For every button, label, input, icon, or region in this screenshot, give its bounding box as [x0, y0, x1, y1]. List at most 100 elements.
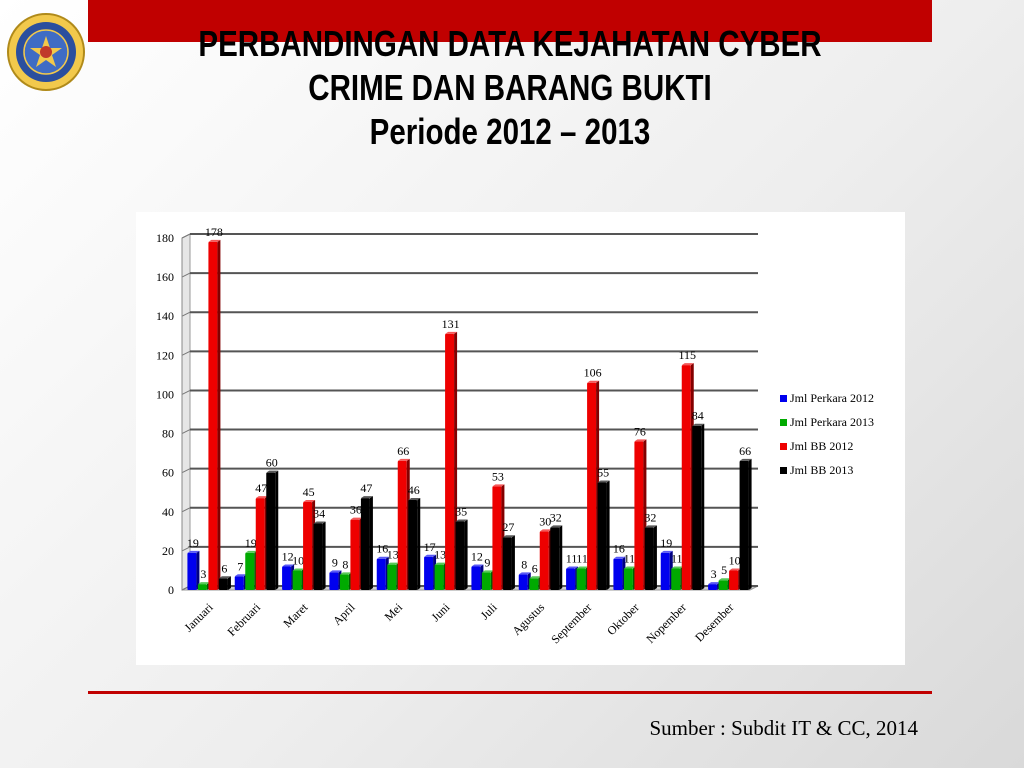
bar-top: [397, 458, 410, 461]
data-label: 84: [692, 409, 704, 423]
bar: [471, 566, 481, 590]
bar-top: [644, 525, 657, 528]
data-label: 46: [408, 483, 420, 497]
y-tick-label: 160: [156, 270, 174, 284]
data-label: 6: [532, 561, 538, 575]
y-tick-label: 20: [162, 544, 174, 558]
data-label: 131: [442, 317, 460, 331]
bar-top: [613, 556, 626, 559]
bar-top: [387, 562, 400, 565]
bar: [245, 552, 255, 590]
bar-top: [350, 517, 363, 520]
gridline-depth: [181, 311, 191, 317]
bar-top: [576, 566, 589, 569]
bar: [187, 552, 197, 590]
legend-label: Jml Perkara 2012: [790, 391, 874, 405]
gridline-depth: [181, 429, 191, 435]
bar: [566, 568, 576, 590]
bar-top: [434, 562, 447, 565]
bar-top: [718, 578, 731, 581]
bar: [266, 472, 276, 590]
data-label: 12: [471, 550, 483, 564]
data-label: 36: [350, 503, 362, 517]
bar-top: [360, 496, 373, 499]
bar: [397, 460, 407, 590]
data-label: 19: [660, 536, 672, 550]
data-label: 16: [376, 542, 388, 556]
bar: [502, 537, 512, 590]
bar: [718, 580, 728, 590]
x-tick-label: Oktober: [604, 600, 642, 638]
bar: [234, 576, 244, 590]
bar: [481, 572, 491, 590]
data-label: 53: [492, 469, 504, 483]
bar-top: [445, 331, 458, 334]
bar: [255, 498, 265, 590]
bar: [208, 241, 218, 590]
x-tick-label: Nopember: [643, 600, 689, 646]
bar: [455, 521, 465, 590]
source-caption: Sumber : Subdit IT & CC, 2014: [649, 716, 918, 740]
data-label: 19: [245, 536, 257, 550]
data-label: 8: [342, 557, 348, 571]
bar: [376, 558, 386, 590]
data-label: 11: [576, 551, 588, 565]
title-line-1: PERBANDINGAN DATA KEJAHATAN CYBER: [198, 23, 822, 64]
data-label: 32: [550, 510, 562, 524]
legend-swatch: [780, 467, 787, 474]
data-label: 55: [597, 465, 609, 479]
bar: [597, 482, 607, 590]
data-label: 66: [739, 444, 751, 458]
police-emblem-icon: [6, 12, 86, 92]
bar-side: [217, 239, 221, 590]
x-tick-label: Juli: [478, 600, 501, 623]
bar: [445, 333, 455, 590]
bar: [339, 574, 349, 590]
data-label: 47: [360, 481, 372, 495]
data-label: 11: [566, 551, 578, 565]
x-tick-label: Mei: [382, 600, 406, 624]
y-tick-label: 80: [162, 427, 174, 441]
data-label: 6: [221, 561, 227, 575]
y-tick-label: 0: [168, 583, 174, 597]
bar-top: [566, 566, 579, 569]
x-tick-label: Juni: [428, 600, 453, 625]
data-label: 16: [613, 542, 625, 556]
bar-top: [282, 564, 295, 567]
x-tick-label: Desember: [692, 600, 736, 644]
bar: [729, 570, 739, 590]
bar-top: [255, 496, 268, 499]
bar-top: [550, 525, 563, 528]
bar-side: [701, 423, 705, 590]
data-label: 3: [711, 567, 717, 581]
data-label: 7: [237, 559, 243, 573]
page-title: PERBANDINGAN DATA KEJAHATAN CYBER CRIME …: [164, 22, 856, 154]
data-label: 30: [539, 514, 551, 528]
bar-top: [539, 529, 552, 532]
data-label: 13: [387, 548, 399, 562]
bar-top: [292, 568, 305, 571]
legend-swatch: [780, 395, 787, 402]
x-tick-label: Februari: [224, 600, 263, 639]
bar-top: [234, 574, 247, 577]
bar: [218, 578, 228, 590]
legend-swatch: [780, 443, 787, 450]
bar: [408, 500, 418, 590]
bar: [518, 574, 528, 590]
bar-top: [597, 480, 610, 483]
data-label: 11: [624, 551, 636, 565]
bar: [644, 527, 654, 590]
bar-side: [417, 498, 421, 590]
bar-top: [329, 570, 342, 573]
bar-top: [481, 570, 494, 573]
bar-top: [681, 363, 694, 366]
bar: [613, 558, 623, 590]
bar-top: [587, 380, 600, 383]
bar-top: [471, 564, 484, 567]
bar: [587, 382, 597, 590]
data-label: 13: [434, 548, 446, 562]
data-label: 178: [205, 225, 223, 239]
header-accent-bar: [88, 0, 932, 42]
gridline-depth: [181, 272, 191, 278]
bar: [492, 486, 502, 590]
